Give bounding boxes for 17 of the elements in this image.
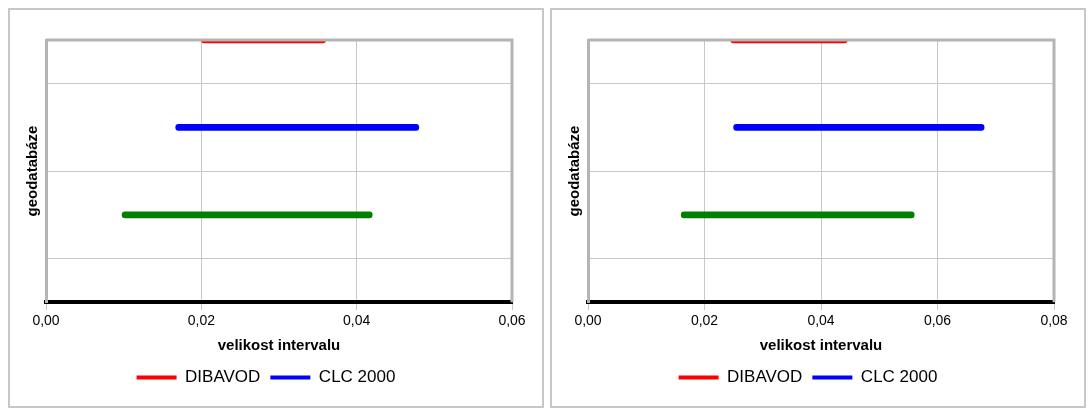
x-tick-label: 0,06 xyxy=(923,312,952,329)
legend-label: CLC 2000 xyxy=(318,367,396,387)
x-axis-title: velikost intervalu xyxy=(217,336,341,354)
legend-label: DIBAVOD xyxy=(727,367,803,387)
x-tick-label: 0,06 xyxy=(498,312,526,329)
x-tick-label: 0,02 xyxy=(690,312,719,329)
x-tick-label: 0,08 xyxy=(1040,312,1068,329)
x-tick-label: 0,00 xyxy=(32,312,60,329)
x-tick-label: 0,04 xyxy=(807,312,835,329)
y-axis-title: geodatabáze xyxy=(565,125,583,217)
x-tick-label: 0,04 xyxy=(343,312,371,329)
x-tick-label: 0,02 xyxy=(187,312,216,329)
legend-label: CLC 2000 xyxy=(860,367,938,387)
x-tick-label: 0,00 xyxy=(574,312,602,329)
legend-label: DIBAVOD xyxy=(185,367,261,387)
x-axis-title: velikost intervalu xyxy=(759,336,883,354)
y-axis-title: geodatabáze xyxy=(23,125,41,217)
